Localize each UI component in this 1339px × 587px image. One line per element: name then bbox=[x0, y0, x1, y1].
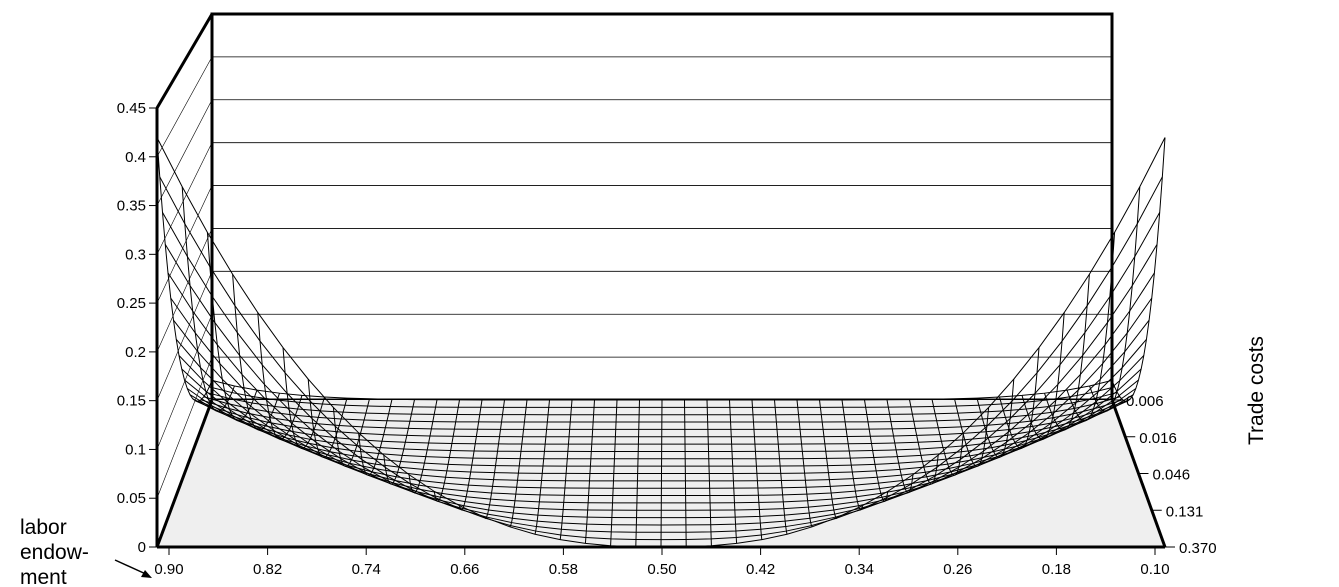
surface-labor-line bbox=[484, 399, 505, 520]
surface-labor-line bbox=[1021, 312, 1065, 440]
surface-labor-line bbox=[458, 399, 483, 511]
surface-labor-line bbox=[408, 399, 438, 494]
surface-labor-line bbox=[841, 399, 864, 511]
left-floor-edge bbox=[155, 399, 214, 548]
surface-labor-line bbox=[660, 399, 663, 548]
surface-labor-line bbox=[509, 399, 528, 528]
surface-labor-line bbox=[796, 399, 813, 528]
surface-labor-line bbox=[751, 399, 763, 540]
surface-labor-line bbox=[383, 399, 415, 485]
surface-labor-line bbox=[559, 399, 573, 540]
x-tick-label: 0.82 bbox=[253, 561, 282, 578]
side-gridline bbox=[156, 228, 213, 353]
side-gridline bbox=[156, 56, 213, 157]
z-tick-label: 0.3 bbox=[125, 246, 146, 263]
surface-labor-line bbox=[635, 399, 640, 547]
side-gridline bbox=[156, 271, 213, 401]
surface-labor-line bbox=[706, 399, 712, 546]
surface-labor-line bbox=[999, 347, 1040, 449]
surface-labor-line bbox=[954, 398, 990, 467]
z-tick-label: 0.35 bbox=[117, 198, 146, 215]
surface-labor-line bbox=[332, 398, 370, 467]
surface-labor-line bbox=[976, 379, 1015, 459]
surface-labor-line bbox=[684, 399, 687, 547]
z-tick-label: 0.2 bbox=[125, 344, 146, 361]
surface-labor-line bbox=[534, 399, 550, 535]
surface-labor-line bbox=[1066, 232, 1116, 422]
x-axis-label-line-2: endow- bbox=[20, 541, 89, 564]
x-tick-label: 0.66 bbox=[450, 561, 479, 578]
surface-labor-line bbox=[610, 399, 618, 546]
z-tick-label: 0.45 bbox=[117, 100, 146, 117]
surface-labor-line bbox=[729, 399, 738, 544]
surface-labor-line bbox=[774, 399, 788, 535]
z-axis: 0 0.05 0.1 0.15 0.2 0.25 0.3 0.35 0.4 0.45 bbox=[117, 100, 157, 556]
front-frame bbox=[155, 108, 1167, 549]
surface-labor-line bbox=[1111, 137, 1166, 402]
z-tick-label: 0.05 bbox=[117, 490, 146, 507]
surface-labor-line bbox=[584, 399, 595, 544]
y-tick-label: 0.016 bbox=[1139, 430, 1177, 447]
x-tick-label: 0.34 bbox=[845, 561, 874, 578]
surface-labor-line bbox=[909, 399, 939, 485]
x-tick-label: 0.50 bbox=[647, 561, 676, 578]
surface-labor-line bbox=[1044, 274, 1090, 431]
surface-labor-line bbox=[433, 399, 460, 502]
y-tick-label: 0.006 bbox=[1126, 393, 1164, 410]
back-wall-outline bbox=[210, 12, 1114, 400]
x-tick-label: 0.18 bbox=[1042, 561, 1071, 578]
y-tick-label: 0.046 bbox=[1153, 467, 1191, 484]
surface-labor-line bbox=[282, 347, 325, 449]
side-gridline bbox=[156, 314, 213, 450]
surface-labor-line bbox=[181, 186, 235, 412]
surface-labor-line bbox=[931, 399, 964, 476]
surface-labor-line bbox=[257, 312, 303, 440]
x-tick-label: 0.42 bbox=[746, 561, 775, 578]
surface-labor-line bbox=[1089, 186, 1141, 412]
x-tick-label: 0.10 bbox=[1140, 561, 1169, 578]
surface-labor-line bbox=[358, 399, 393, 476]
z-tick-label: 0.15 bbox=[117, 393, 146, 410]
x-axis-label-arrow bbox=[114, 559, 152, 578]
x-axis: 0.90 0.82 0.74 0.66 0.58 0.50 0.42 0.34 0.26 0.18… bbox=[154, 547, 1170, 578]
surface-labor-line bbox=[886, 399, 914, 494]
side-gridline bbox=[156, 13, 213, 109]
x-tick-label: 0.58 bbox=[549, 561, 578, 578]
surface-labor-line bbox=[232, 274, 280, 431]
surface-labor-line bbox=[307, 379, 348, 458]
z-tick-label: 0.1 bbox=[125, 441, 146, 458]
side-gridline bbox=[156, 142, 213, 255]
x-axis-label-line-3: ment bbox=[20, 566, 67, 587]
surface-labor-line bbox=[819, 399, 838, 520]
z-tick-label: 0.4 bbox=[125, 149, 146, 166]
x-tick-label: 0.90 bbox=[154, 561, 183, 578]
x-axis-label-line-1: labor bbox=[20, 516, 67, 539]
back-wall bbox=[155, 12, 1114, 402]
x-tick-label: 0.26 bbox=[943, 561, 972, 578]
z-tick-label: 0 bbox=[138, 539, 146, 556]
y-tick-label: 0.131 bbox=[1166, 503, 1204, 520]
side-gridline bbox=[156, 185, 213, 304]
surface-mesh bbox=[156, 137, 1166, 548]
y-axis: 0.006 0.016 0.046 0.131 0.370 bbox=[1112, 393, 1217, 557]
surface-labor-line bbox=[156, 137, 213, 402]
z-tick-label: 0.25 bbox=[117, 295, 146, 312]
x-tick-label: 0.74 bbox=[352, 561, 381, 578]
y-tick-label: 0.370 bbox=[1179, 540, 1217, 557]
back-wall-gridlines bbox=[156, 13, 1112, 499]
y-axis-label: Trade costs bbox=[1245, 336, 1268, 445]
surface-trade-cost-line bbox=[211, 379, 1113, 401]
surface-labor-line bbox=[864, 399, 889, 502]
